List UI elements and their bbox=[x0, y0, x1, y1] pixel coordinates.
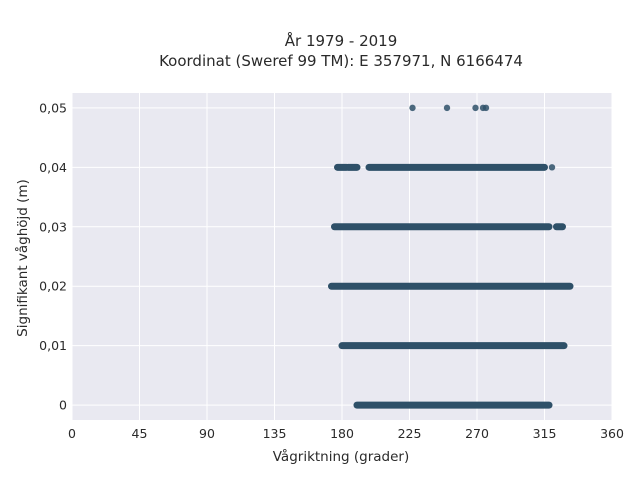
x-tick-label: 90 bbox=[199, 426, 215, 441]
y-tick-label: 0,03 bbox=[39, 219, 67, 234]
y-tick-label: 0,05 bbox=[39, 100, 67, 115]
x-tick-label: 315 bbox=[533, 426, 557, 441]
data-point bbox=[557, 223, 565, 230]
x-tick-label: 360 bbox=[600, 426, 624, 441]
x-axis-ticks: 0 45 90 135 180 225 270 315 360 bbox=[68, 426, 624, 441]
y-tick-label: 0,01 bbox=[39, 338, 67, 353]
data-point bbox=[409, 104, 416, 112]
data-point bbox=[472, 104, 479, 112]
data-point bbox=[346, 164, 353, 171]
data-point bbox=[482, 104, 490, 112]
chart-title: År 1979 - 2019 bbox=[285, 31, 398, 50]
y-tick-label: 0,04 bbox=[39, 160, 67, 175]
x-axis-label: Vågriktning (grader) bbox=[273, 448, 410, 465]
x-tick-label: 135 bbox=[263, 426, 287, 441]
y-axis-label: Signifikant våghöjd (m) bbox=[14, 179, 31, 337]
x-tick-label: 180 bbox=[330, 426, 354, 441]
x-tick-label: 270 bbox=[465, 426, 489, 441]
data-point bbox=[334, 164, 341, 171]
data-point bbox=[353, 164, 361, 171]
data-point bbox=[328, 283, 335, 290]
data-point bbox=[566, 283, 574, 290]
x-tick-label: 0 bbox=[68, 426, 76, 441]
x-tick-label: 45 bbox=[132, 426, 148, 441]
y-axis-ticks: 0 0,01 0,02 0,03 0,04 0,05 bbox=[39, 100, 67, 412]
data-point bbox=[443, 104, 451, 112]
y-tick-label: 0,02 bbox=[39, 279, 67, 294]
data-point bbox=[331, 223, 338, 230]
data-point bbox=[559, 342, 566, 349]
data-point bbox=[553, 223, 560, 230]
chart-subtitle: Koordinat (Sweref 99 TM): E 357971, N 61… bbox=[159, 52, 523, 70]
x-tick-label: 225 bbox=[398, 426, 422, 441]
y-tick-label: 0 bbox=[59, 398, 67, 413]
data-point bbox=[340, 164, 347, 171]
data-points bbox=[328, 104, 574, 349]
data-point bbox=[548, 164, 556, 171]
